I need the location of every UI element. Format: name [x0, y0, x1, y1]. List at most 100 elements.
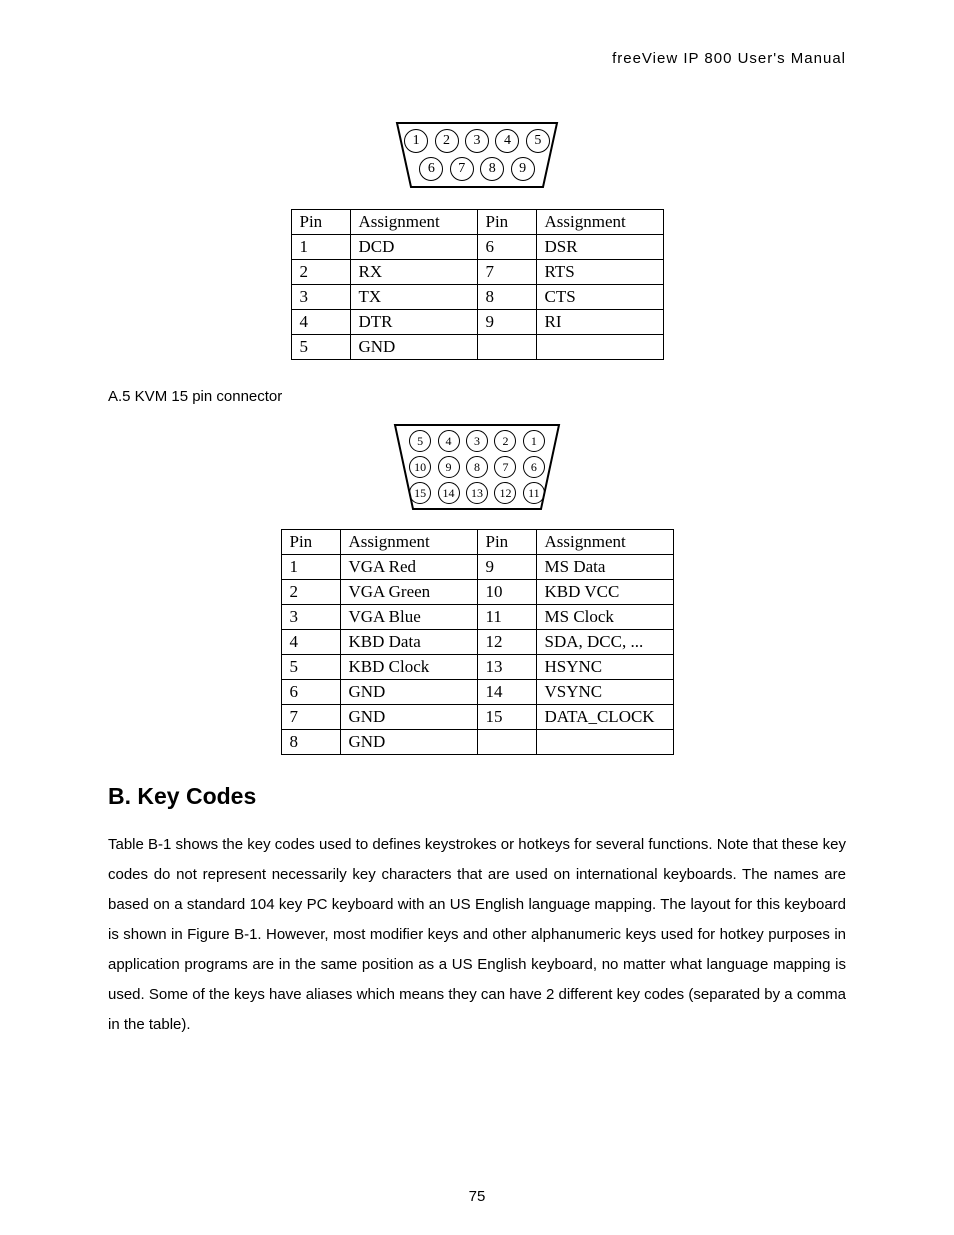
table-cell: KBD Clock [340, 655, 477, 680]
header-text: freeView IP 800 User's Manual [108, 50, 846, 67]
pin-7: 7 [450, 157, 474, 181]
th-assignment: Assignment [350, 210, 477, 235]
pin: 4 [438, 430, 460, 452]
pin-3: 3 [465, 129, 489, 153]
pin-row-1: 1 2 3 4 5 [403, 127, 551, 155]
table-cell [536, 730, 673, 755]
table-cell: 7 [477, 260, 536, 285]
table-row: 5GND [291, 335, 663, 360]
table-cell: 9 [477, 555, 536, 580]
table-row: 3TX8CTS [291, 285, 663, 310]
table-cell: RTS [536, 260, 663, 285]
pin-row-3: 15 14 13 12 11 [408, 480, 546, 506]
pin: 8 [466, 456, 488, 478]
table-row: 3VGA Blue11MS Clock [281, 605, 673, 630]
table-cell: HSYNC [536, 655, 673, 680]
table-row: 2RX7RTS [291, 260, 663, 285]
pin: 3 [466, 430, 488, 452]
table-cell: 13 [477, 655, 536, 680]
table-row: 2VGA Green10KBD VCC [281, 580, 673, 605]
pin: 14 [438, 482, 460, 504]
table-cell: 14 [477, 680, 536, 705]
pin: 10 [409, 456, 431, 478]
table-cell: 10 [477, 580, 536, 605]
page: freeView IP 800 User's Manual 1 2 3 4 5 … [0, 0, 954, 1235]
pin-8: 8 [480, 157, 504, 181]
table-cell: GND [340, 680, 477, 705]
th-assignment: Assignment [536, 530, 673, 555]
table-row: 4KBD Data12SDA, DCC, ... [281, 630, 673, 655]
pin: 2 [494, 430, 516, 452]
pin: 6 [523, 456, 545, 478]
table-cell: SDA, DCC, ... [536, 630, 673, 655]
pin-1: 1 [404, 129, 428, 153]
pin-9: 9 [511, 157, 535, 181]
table-cell: VSYNC [536, 680, 673, 705]
section-b-title: B. Key Codes [108, 783, 846, 810]
table-cell: 11 [477, 605, 536, 630]
table-cell: 12 [477, 630, 536, 655]
pin-row-2: 10 9 8 7 6 [408, 454, 546, 480]
table-cell: 6 [477, 235, 536, 260]
pin-5: 5 [526, 129, 550, 153]
table-cell: 3 [291, 285, 350, 310]
table-cell: CTS [536, 285, 663, 310]
table-cell: 8 [281, 730, 340, 755]
th-pin: Pin [281, 530, 340, 555]
pin: 15 [409, 482, 431, 504]
table-cell: 4 [281, 630, 340, 655]
table-cell: 2 [281, 580, 340, 605]
th-pin: Pin [477, 210, 536, 235]
pin: 11 [523, 482, 545, 504]
table-cell: 2 [291, 260, 350, 285]
table-cell: KBD VCC [536, 580, 673, 605]
table-cell: VGA Blue [340, 605, 477, 630]
section-b-body: Table B-1 shows the key codes used to de… [108, 830, 846, 1040]
table-cell: 1 [281, 555, 340, 580]
page-number: 75 [0, 1188, 954, 1205]
table-9pin: Pin Assignment Pin Assignment 1DCD6DSR2R… [291, 209, 664, 360]
th-assignment: Assignment [340, 530, 477, 555]
table-cell: 5 [291, 335, 350, 360]
pin: 9 [438, 456, 460, 478]
table-cell: 1 [291, 235, 350, 260]
table-cell: VGA Green [340, 580, 477, 605]
table-cell: 3 [281, 605, 340, 630]
connector-15pin-diagram: 5 4 3 2 1 10 9 8 7 6 15 14 13 12 11 [108, 419, 846, 515]
pin: 7 [494, 456, 516, 478]
table-cell: GND [350, 335, 477, 360]
pin-6: 6 [419, 157, 443, 181]
table-cell: 15 [477, 705, 536, 730]
table-cell: GND [340, 705, 477, 730]
th-assignment: Assignment [536, 210, 663, 235]
table-row: 1DCD6DSR [291, 235, 663, 260]
table-cell: DTR [350, 310, 477, 335]
table-cell: 8 [477, 285, 536, 310]
table-cell: RI [536, 310, 663, 335]
table-cell: MS Clock [536, 605, 673, 630]
table-cell: 4 [291, 310, 350, 335]
table-row: 4DTR9RI [291, 310, 663, 335]
table-cell: 7 [281, 705, 340, 730]
table-cell [536, 335, 663, 360]
table-header-row: Pin Assignment Pin Assignment [281, 530, 673, 555]
table-row: 5KBD Clock13HSYNC [281, 655, 673, 680]
th-pin: Pin [291, 210, 350, 235]
table-row: 1VGA Red9MS Data [281, 555, 673, 580]
table-cell: MS Data [536, 555, 673, 580]
table-header-row: Pin Assignment Pin Assignment [291, 210, 663, 235]
section-a5-title: A.5 KVM 15 pin connector [108, 388, 846, 405]
table-cell: VGA Red [340, 555, 477, 580]
pin: 1 [523, 430, 545, 452]
table-cell: 5 [281, 655, 340, 680]
table-cell: KBD Data [340, 630, 477, 655]
connector-9pin-diagram: 1 2 3 4 5 6 7 8 9 [108, 115, 846, 195]
pin-row-2: 6 7 8 9 [403, 155, 551, 183]
table-row: 6GND14VSYNC [281, 680, 673, 705]
th-pin: Pin [477, 530, 536, 555]
table-cell: DCD [350, 235, 477, 260]
pin-2: 2 [435, 129, 459, 153]
table-cell: 6 [281, 680, 340, 705]
table-cell: DSR [536, 235, 663, 260]
table-row: 7GND15DATA_CLOCK [281, 705, 673, 730]
